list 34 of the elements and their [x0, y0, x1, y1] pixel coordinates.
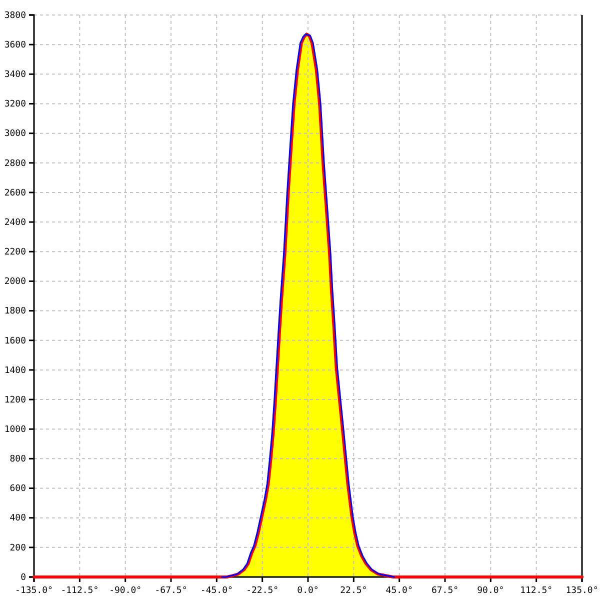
x-tick-label: 90.0°	[477, 586, 504, 596]
x-tick-label: -90.0°	[109, 586, 142, 596]
line-series	[32, 32, 584, 578]
y-tick-label: 3200	[4, 100, 26, 110]
y-tick-label: 3400	[4, 70, 26, 80]
y-tick-label: 600	[10, 484, 26, 494]
x-tick-label: -45.0°	[200, 586, 233, 596]
y-tick-label: 2400	[4, 218, 26, 228]
y-tick-label: 2200	[4, 248, 26, 258]
y-tick-label: 2800	[4, 158, 26, 169]
x-tick-label: -112.5°	[60, 586, 99, 596]
y-tick-label: 1800	[4, 306, 26, 317]
y-tick-label: 800	[10, 454, 26, 465]
y-tick-label: 3600	[4, 40, 26, 50]
x-tick-label: -22.5°	[246, 586, 279, 596]
y-tick-label: 200	[10, 543, 26, 554]
y-tick-label: 1400	[4, 366, 26, 376]
y-tick-label: 1200	[4, 395, 26, 406]
x-tick-label: 45.0°	[386, 586, 413, 596]
x-tick-label: 135.0°	[566, 586, 598, 596]
y-tick-label: 2000	[4, 277, 26, 288]
x-tick-label: 0.0°	[297, 586, 319, 596]
x-tick-label: -135.0°	[15, 586, 53, 596]
y-tick-label: 0	[20, 572, 26, 583]
x-tick-label: 22.5°	[340, 586, 368, 596]
y-tick-label: 3000	[4, 129, 26, 140]
y-tick-label: 400	[10, 514, 26, 524]
x-tick-label: 112.5°	[520, 586, 553, 596]
x-tick-label: 67.5°	[431, 586, 459, 596]
y-tick-label: 3800	[4, 10, 26, 21]
y-tick-label: 1600	[4, 336, 26, 346]
x-tick-label: -67.5°	[154, 586, 188, 596]
y-tick-label: 1000	[4, 424, 26, 435]
y-tick-label: 2600	[4, 188, 26, 198]
